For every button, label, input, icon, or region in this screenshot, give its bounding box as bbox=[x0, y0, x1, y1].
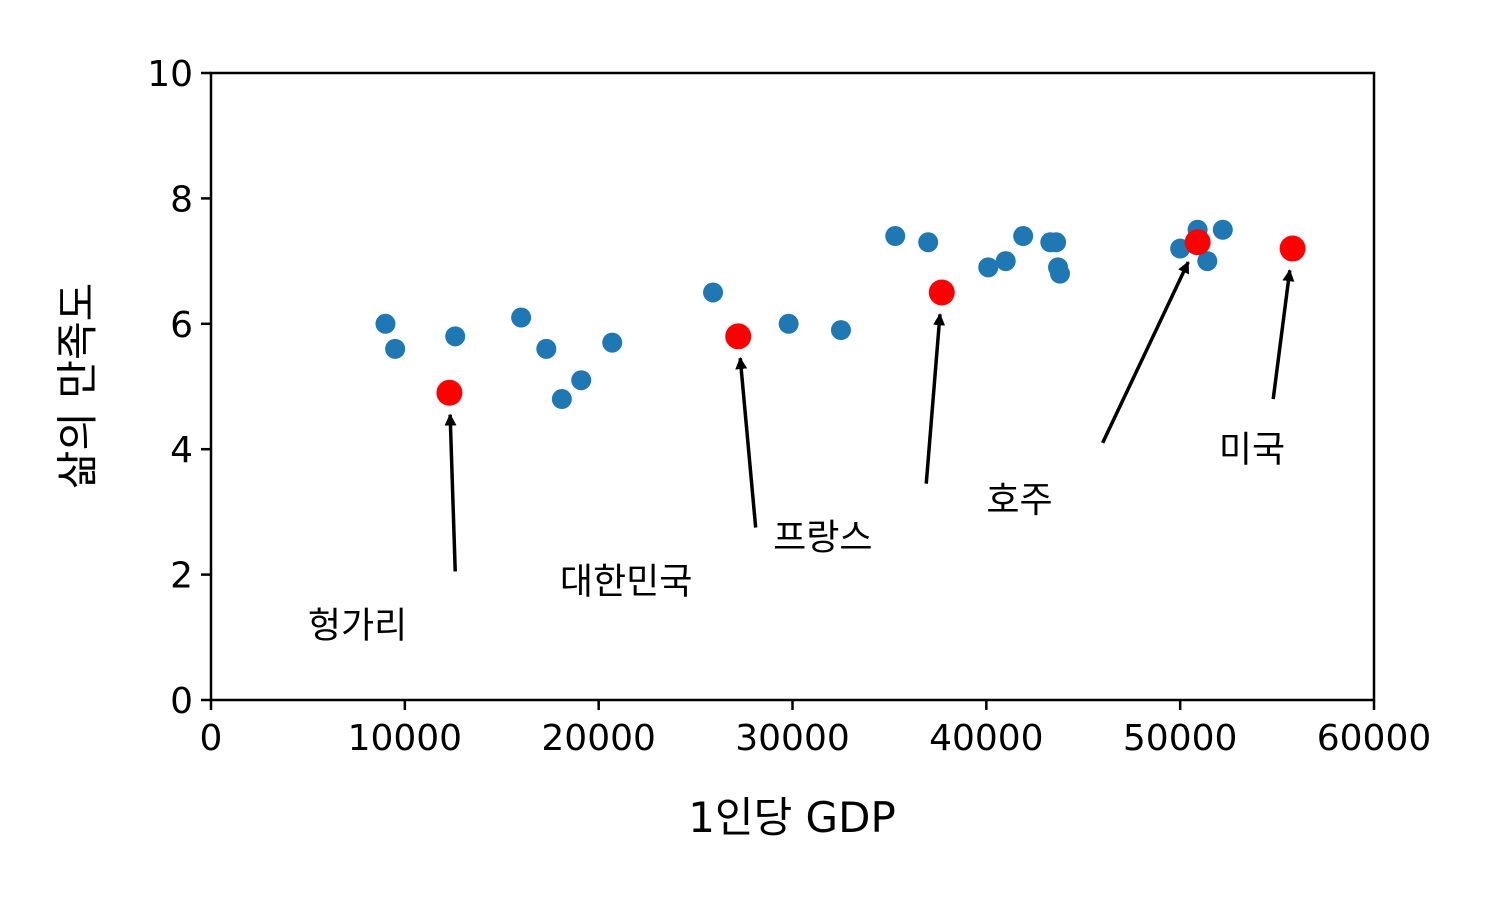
data-point bbox=[1049, 263, 1070, 284]
data-point bbox=[375, 313, 396, 334]
x-tick-label: 0 bbox=[200, 718, 223, 759]
data-point bbox=[703, 282, 724, 303]
data-point bbox=[918, 232, 939, 253]
x-tick-label: 40000 bbox=[929, 718, 1044, 759]
y-tick-label: 6 bbox=[170, 305, 193, 346]
annotation-arrow bbox=[924, 313, 946, 484]
data-point bbox=[571, 370, 592, 391]
data-point bbox=[978, 257, 999, 278]
annotations-layer: 헝가리 대한민국 프랑스 호주 미국 bbox=[308, 261, 1295, 646]
data-point bbox=[1013, 226, 1034, 247]
annotation-label: 미국 bbox=[1219, 430, 1285, 471]
data-point bbox=[1197, 251, 1218, 272]
annotation-label: 호주 bbox=[986, 480, 1052, 521]
x-axis-label: 1인당 GDP bbox=[688, 793, 896, 842]
annotation-arrow bbox=[735, 357, 758, 528]
data-point bbox=[536, 338, 557, 359]
y-tick-label: 10 bbox=[147, 54, 193, 95]
highlight-point bbox=[725, 323, 752, 350]
points-layer bbox=[375, 219, 1306, 410]
annotation-arrow bbox=[1271, 269, 1295, 400]
x-tick-label: 60000 bbox=[1317, 718, 1432, 759]
data-point bbox=[885, 226, 906, 247]
highlight-point bbox=[1184, 229, 1211, 256]
annotation-label: 대한민국 bbox=[560, 561, 692, 602]
annotation-label: 프랑스 bbox=[773, 518, 872, 559]
x-tick-label: 50000 bbox=[1123, 718, 1238, 759]
x-tick-label: 20000 bbox=[541, 718, 656, 759]
highlight-point bbox=[436, 379, 463, 406]
data-point bbox=[830, 320, 851, 341]
data-point bbox=[602, 332, 623, 353]
data-point bbox=[511, 307, 532, 328]
annotation-arrow bbox=[444, 413, 457, 572]
x-tick-label: 30000 bbox=[735, 718, 850, 759]
ticks-layer: 0 10000 20000 30000 40000 50000 60000 0 2 4 6 8 10 bbox=[147, 54, 1431, 759]
data-point bbox=[778, 313, 799, 334]
data-point bbox=[1212, 219, 1233, 240]
data-point bbox=[1046, 232, 1067, 253]
y-tick-label: 2 bbox=[170, 556, 193, 597]
data-point bbox=[445, 326, 466, 347]
annotation-arrow bbox=[1101, 261, 1190, 444]
x-tick-label: 10000 bbox=[348, 718, 463, 759]
annotation-label: 헝가리 bbox=[308, 605, 407, 646]
y-tick-label: 4 bbox=[170, 430, 193, 471]
y-tick-label: 8 bbox=[170, 179, 193, 220]
y-tick-label: 0 bbox=[170, 681, 193, 722]
y-axis-label: 삶의 만족도 bbox=[53, 283, 102, 490]
data-point bbox=[385, 338, 406, 359]
data-point bbox=[551, 389, 572, 410]
data-point bbox=[995, 251, 1016, 272]
highlight-point bbox=[1279, 235, 1306, 262]
highlight-point bbox=[928, 279, 955, 306]
